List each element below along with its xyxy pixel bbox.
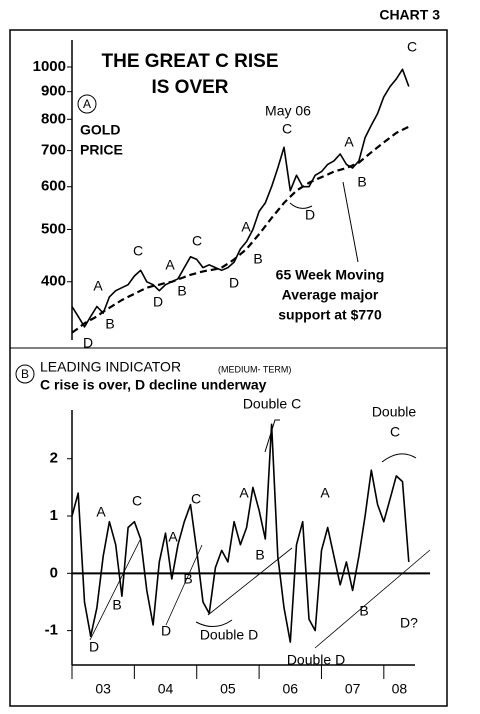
annotation: C [390, 424, 400, 440]
annotation: B [255, 547, 264, 563]
annotation: A [165, 257, 175, 273]
annotation: B [183, 571, 192, 587]
bracket [264, 419, 280, 453]
price-line [71, 423, 410, 643]
note: Average major [282, 287, 379, 303]
y-tick-label: 1000 [33, 58, 66, 75]
annotation: Double [372, 404, 417, 420]
annotation: D [89, 639, 99, 655]
y-tick-label: 700 [41, 142, 66, 159]
annotation: A [93, 278, 103, 294]
annotation: D? [400, 615, 418, 631]
y-label: GOLD [80, 122, 120, 138]
annotation: A [241, 219, 251, 235]
note: C rise is over, D decline underway [40, 377, 267, 393]
annotation: B [357, 174, 366, 190]
panel-label: B [21, 367, 29, 381]
annotation: A [320, 485, 330, 501]
chart-title: LEADING INDICATOR [40, 359, 181, 375]
annotation: D [153, 294, 163, 310]
x-tick-label: 07 [345, 681, 361, 697]
annotation: Double D [287, 652, 345, 668]
y-tick-label: 2 [50, 450, 58, 467]
annotation: A [344, 134, 354, 150]
y-label: PRICE [80, 142, 123, 158]
annotation: Double D [200, 627, 258, 643]
x-tick-label: 08 [392, 681, 408, 697]
annotation: C [192, 233, 202, 249]
note: support at $770 [278, 307, 382, 323]
bracket [195, 619, 233, 627]
annotation: A [96, 504, 106, 520]
outer-frame [9, 29, 448, 707]
bracket [381, 453, 417, 463]
y-tick-label: 900 [41, 83, 66, 100]
y-tick-label: -1 [45, 622, 58, 639]
annotation: A [239, 485, 249, 501]
note: 65 Week Moving [276, 267, 385, 283]
y-tick-label: 1 [50, 507, 58, 524]
x-tick-label: 05 [220, 681, 236, 697]
panel-badge [77, 94, 97, 114]
annotation: B [177, 283, 186, 299]
x-tick-label: 03 [95, 681, 111, 697]
x-tick-label: 04 [158, 681, 174, 697]
annotation: B [359, 603, 368, 619]
annotation: B [112, 597, 121, 613]
trend-line [207, 547, 293, 616]
annotation: B [253, 251, 262, 267]
annotation: D [161, 623, 171, 639]
annotation: D [305, 207, 315, 223]
y-tick-label: 800 [41, 110, 66, 127]
moving-average-line [71, 125, 410, 334]
bracket [289, 202, 313, 209]
y-tick-label: 400 [41, 273, 66, 290]
chart-subtitle: (MEDIUM- TERM) [218, 364, 291, 374]
y-tick-label: 0 [50, 564, 58, 581]
x-tick-label: 06 [282, 681, 298, 697]
callout: May 06 [265, 103, 311, 119]
pointer [342, 181, 359, 263]
annotation: D [83, 335, 93, 351]
annotation: D [229, 275, 239, 291]
annotation: C [407, 39, 417, 55]
panel-badge [15, 364, 35, 384]
chart-title: THE GREAT C RISE [102, 51, 279, 72]
chart-number: CHART 3 [379, 7, 440, 23]
annotation: Double C [243, 396, 301, 412]
annotation: A [168, 529, 178, 545]
annotation: C [191, 491, 201, 507]
annotation: C [133, 243, 143, 259]
annotation: C [282, 121, 292, 137]
y-tick-label: 500 [41, 220, 66, 237]
trend-line [165, 544, 203, 626]
trend-line [314, 549, 431, 649]
chart-title: IS OVER [151, 77, 228, 98]
annotation: C [132, 493, 142, 509]
annotation: B [105, 316, 114, 332]
trend-line [89, 539, 141, 641]
price-line [71, 68, 410, 328]
y-tick-label: 600 [41, 178, 66, 195]
panel-label: A [83, 97, 91, 111]
